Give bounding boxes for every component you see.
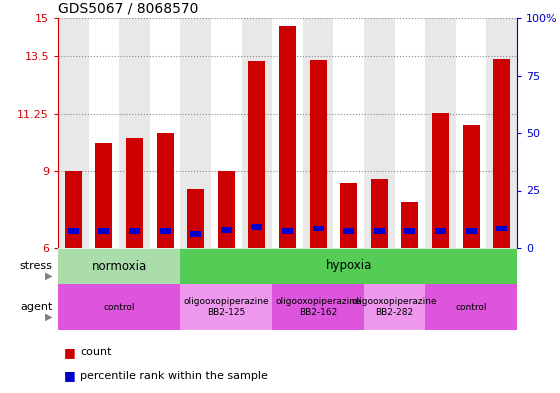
Bar: [432, 112, 449, 248]
Text: ■: ■: [64, 346, 76, 359]
Bar: [249, 61, 265, 248]
Text: oligooxopiperazine
BB2-125: oligooxopiperazine BB2-125: [184, 297, 269, 317]
Bar: [150, 18, 180, 248]
Text: oligooxopiperazine
BB2-282: oligooxopiperazine BB2-282: [352, 297, 437, 317]
Bar: [310, 60, 326, 248]
Bar: [58, 18, 88, 248]
Bar: [364, 284, 425, 330]
Bar: [463, 125, 479, 248]
Bar: [129, 228, 140, 234]
Bar: [374, 228, 385, 234]
Bar: [99, 228, 109, 234]
Text: count: count: [81, 347, 112, 357]
Text: GDS5067 / 8068570: GDS5067 / 8068570: [58, 2, 198, 15]
Bar: [333, 18, 364, 248]
Bar: [251, 224, 263, 230]
Bar: [58, 248, 180, 284]
Bar: [496, 226, 507, 231]
Bar: [435, 228, 446, 234]
Bar: [312, 226, 324, 231]
Bar: [343, 228, 354, 234]
Bar: [282, 228, 293, 234]
Bar: [456, 18, 487, 248]
Bar: [190, 231, 201, 237]
Text: stress: stress: [20, 261, 53, 271]
Text: hypoxia: hypoxia: [325, 259, 372, 272]
Bar: [68, 228, 79, 234]
Bar: [157, 133, 174, 248]
Text: normoxia: normoxia: [92, 259, 147, 272]
Bar: [465, 228, 477, 234]
Text: control: control: [455, 303, 487, 312]
Bar: [487, 18, 517, 248]
Bar: [88, 18, 119, 248]
Bar: [160, 228, 171, 234]
Bar: [279, 26, 296, 248]
Bar: [272, 284, 364, 330]
Bar: [65, 171, 82, 248]
Text: oligooxopiperazine
BB2-162: oligooxopiperazine BB2-162: [276, 297, 361, 317]
Bar: [340, 183, 357, 248]
Text: percentile rank within the sample: percentile rank within the sample: [81, 371, 268, 380]
Bar: [493, 59, 510, 248]
Bar: [395, 18, 425, 248]
Bar: [364, 18, 395, 248]
Text: ■: ■: [64, 369, 76, 382]
Bar: [180, 284, 272, 330]
Text: agent: agent: [20, 302, 53, 312]
Text: control: control: [104, 303, 135, 312]
Bar: [126, 138, 143, 248]
Text: ▶: ▶: [45, 271, 53, 281]
Bar: [96, 143, 113, 248]
Bar: [303, 18, 333, 248]
Bar: [241, 18, 272, 248]
Bar: [180, 248, 517, 284]
Text: ▶: ▶: [45, 312, 53, 322]
Bar: [218, 171, 235, 248]
Bar: [221, 227, 232, 233]
Bar: [58, 284, 180, 330]
Bar: [402, 202, 418, 248]
Bar: [272, 18, 303, 248]
Bar: [425, 18, 456, 248]
Bar: [371, 179, 388, 248]
Bar: [404, 228, 416, 234]
Bar: [180, 18, 211, 248]
Bar: [187, 189, 204, 248]
Bar: [425, 284, 517, 330]
Bar: [119, 18, 150, 248]
Bar: [211, 18, 241, 248]
